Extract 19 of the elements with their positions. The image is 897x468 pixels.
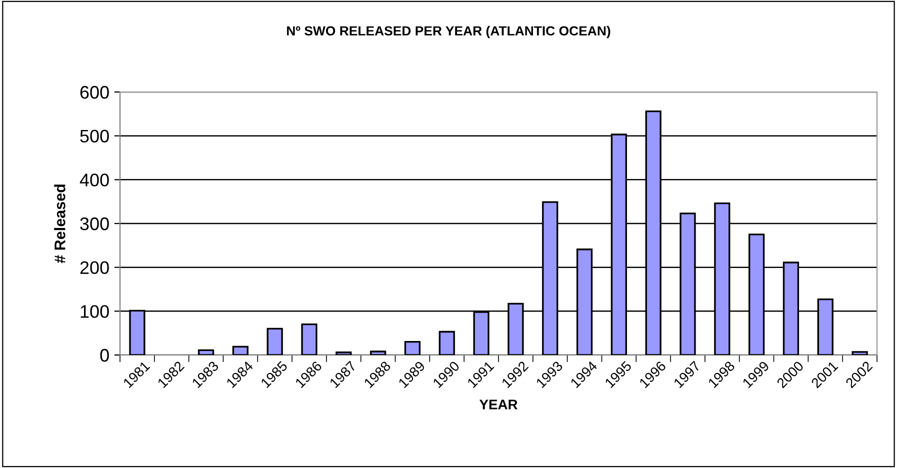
y-tick-label: 300	[80, 217, 109, 230]
bar	[232, 346, 248, 355]
bar	[404, 341, 421, 355]
bar	[301, 323, 318, 355]
x-axis-title: YEAR	[479, 400, 518, 410]
bar	[336, 352, 352, 355]
y-tick-label: 500	[80, 130, 109, 143]
bar	[438, 330, 455, 355]
y-axis-title: # Released	[54, 184, 66, 264]
bar	[198, 349, 214, 355]
y-tick-label: 400	[80, 174, 109, 186]
bar	[266, 328, 283, 355]
y-tick-label: 600	[80, 86, 109, 99]
y-tick-label: 0	[100, 348, 109, 362]
y-tick-label: 100	[80, 305, 109, 318]
chart-title: Nº SWO RELEASED PER YEAR (ATLANTIC OCEAN)	[287, 26, 610, 38]
bar	[370, 350, 386, 355]
y-tick-label: 200	[80, 261, 109, 274]
bar	[852, 351, 868, 355]
